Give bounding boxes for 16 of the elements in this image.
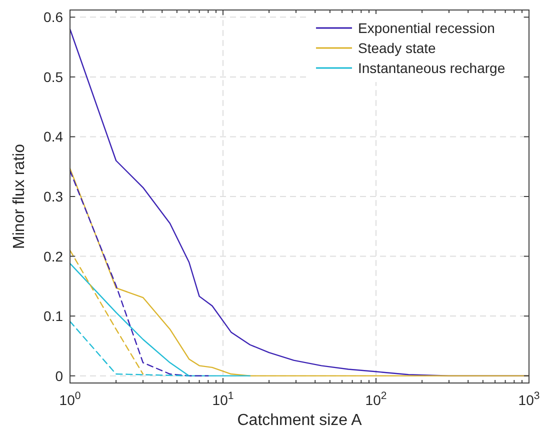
y-axis-title: Minor flux ratio — [11, 144, 28, 249]
legend-label: Steady state — [358, 40, 436, 56]
x-axis-title: Catchment size A — [237, 412, 362, 429]
legend-label: Instantaneous recharge — [358, 60, 506, 76]
y-tick-label: 0 — [55, 368, 64, 384]
y-tick-label: 0.2 — [44, 248, 64, 264]
legend-label: Exponential recession — [358, 20, 495, 36]
y-tick-label: 0.3 — [44, 188, 64, 204]
x-tick-label: 10$^{0}$ — [59, 390, 81, 408]
x-tick-label: 10$^{2}$ — [365, 390, 387, 408]
y-tick-label: 0.1 — [44, 308, 64, 324]
x-tick-label: 10$^{1}$ — [212, 390, 234, 408]
y-tick-label: 0.5 — [44, 68, 64, 85]
y-tick-label: 0.4 — [44, 128, 64, 145]
x-tick-label: 10$^{3}$ — [518, 390, 540, 408]
y-tick-label: 0.6 — [44, 9, 64, 26]
